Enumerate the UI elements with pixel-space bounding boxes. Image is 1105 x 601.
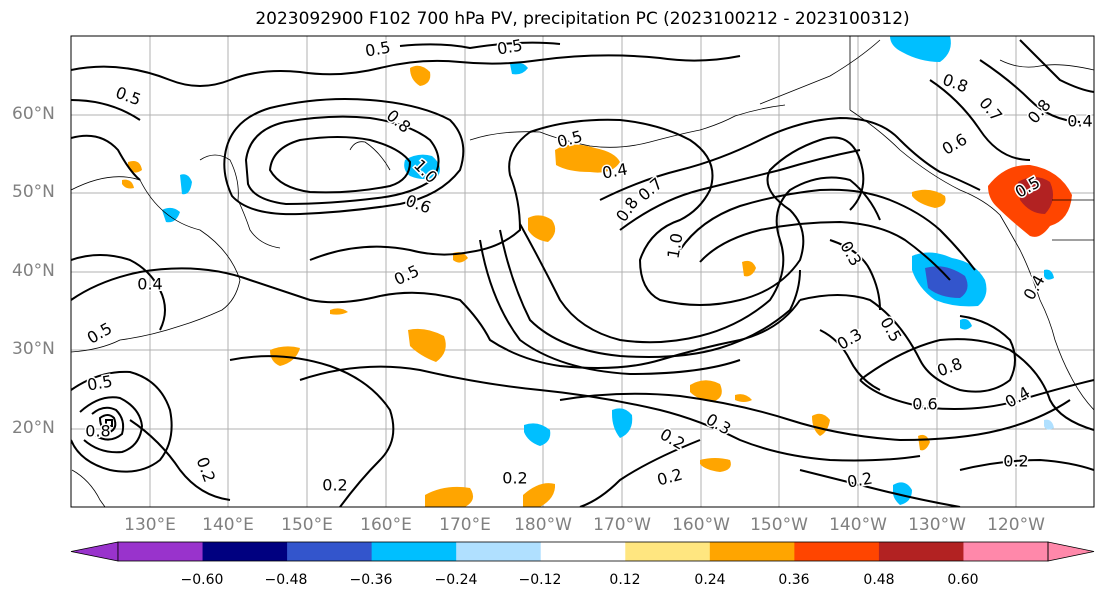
lon-label-160E: 160°E: [360, 515, 412, 535]
lon-label-150W: 150°W: [750, 515, 808, 535]
colorbar-tick: 0.60: [947, 572, 979, 588]
lon-label-140W: 140°W: [829, 515, 887, 535]
lon-label-130E: 130°E: [124, 515, 176, 535]
colorbar-extend-max: [1047, 541, 1095, 562]
contour-label: 0.2: [322, 476, 347, 495]
colorbar-swatch: [878, 542, 964, 561]
contour-label: 0.5: [86, 371, 114, 394]
contour-label: 0.6: [912, 395, 937, 414]
colorbar-tick: −0.24: [434, 572, 478, 588]
colorbar-swatch: [794, 542, 880, 561]
lon-label-140E: 140°E: [202, 515, 254, 535]
coastlines: [71, 36, 1094, 507]
colorbar-swatch: [287, 542, 373, 561]
lon-label-180W: 180°W: [514, 515, 572, 535]
lat-label-20N: 20°N: [12, 418, 55, 438]
lon-label-170E: 170°E: [439, 515, 491, 535]
colorbar-swatch: [456, 542, 542, 561]
lat-label-30N: 30°N: [12, 339, 55, 359]
colorbar-tick: 0.48: [863, 572, 895, 588]
colorbar-swatch: [963, 542, 1049, 561]
contour-label: 0.4: [137, 275, 162, 294]
contour-label: 0.4: [601, 159, 629, 182]
colorbar-tick: −0.48: [264, 572, 308, 588]
lat-label-60N: 60°N: [12, 104, 55, 124]
contour-label: 1.0: [663, 232, 686, 260]
colorbar-extend-min: [70, 541, 119, 562]
colorbar-tick: 0.24: [694, 572, 726, 588]
pv-contours: [71, 39, 1094, 507]
colorbar: [70, 541, 1095, 562]
colorbar-tick: 0.36: [778, 572, 810, 588]
colorbar-frame: [117, 541, 1049, 562]
lon-label-150E: 150°E: [281, 515, 333, 535]
colorbar-tick: −0.60: [180, 572, 224, 588]
colorbar-tick: 0.12: [609, 572, 641, 588]
colorbar-tick: −0.36: [349, 572, 393, 588]
lat-label-50N: 50°N: [12, 182, 55, 202]
colorbar-swatch: [709, 542, 795, 561]
lat-label-40N: 40°N: [12, 261, 55, 281]
contour-label: 0.8: [85, 422, 110, 441]
lon-label-130W: 130°W: [908, 515, 966, 535]
colorbar-swatch: [202, 542, 288, 561]
colorbar-swatch: [625, 542, 711, 561]
map-frame: [70, 35, 1095, 508]
colorbar-swatch: [371, 542, 457, 561]
lon-label-170W: 170°W: [593, 515, 651, 535]
lon-label-120W: 120°W: [987, 515, 1045, 535]
lon-label-160W: 160°W: [672, 515, 730, 535]
colorbar-tick: −0.12: [518, 572, 562, 588]
map-title: 2023092900 F102 700 hPa PV, precipitatio…: [255, 9, 910, 29]
contour-label: 0.4: [1067, 112, 1092, 131]
colorbar-swatch: [540, 542, 626, 561]
contour-label: 0.2: [1003, 452, 1028, 471]
contour-label: 0.2: [502, 469, 527, 488]
colorbar-swatch: [118, 542, 204, 561]
